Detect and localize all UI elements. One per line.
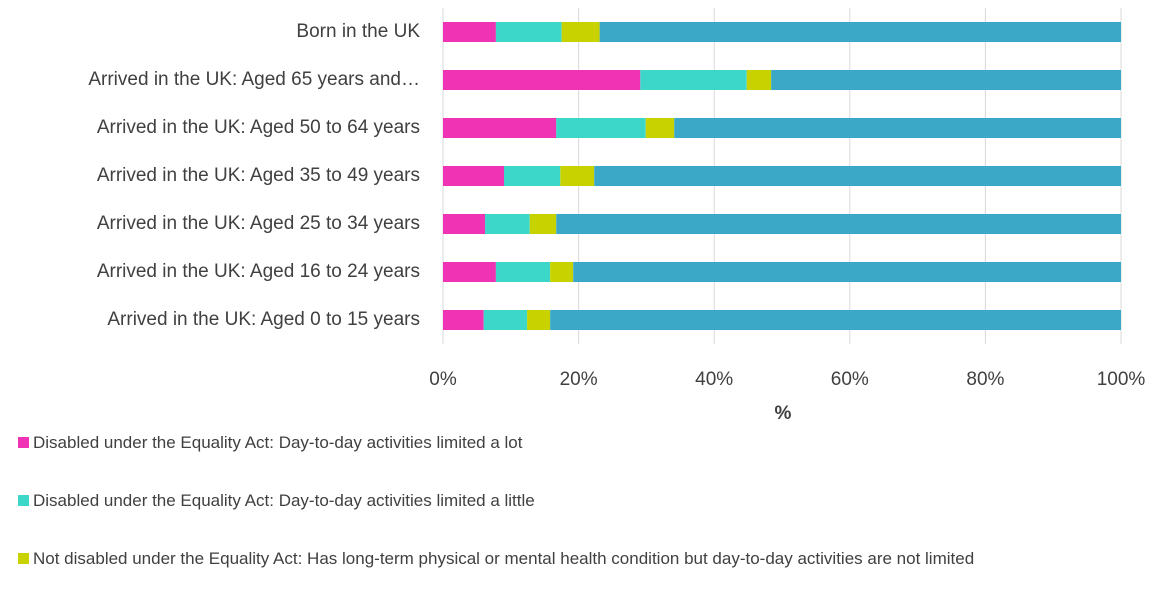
bar-segment [640,70,747,90]
legend-label: Disabled under the Equality Act: Day-to-… [33,491,535,510]
x-axis-title: % [775,403,792,424]
x-tick-label: 80% [966,369,1004,390]
bar-segment [771,70,1121,90]
x-tick-label: 100% [1097,369,1146,390]
bar-segment [443,22,496,42]
bar-segment [573,262,1121,282]
bar-segment [504,166,561,186]
bar-segment [443,166,505,186]
bar-segment [550,310,1121,330]
legend-label: Disabled under the Equality Act: Day-to-… [33,433,523,452]
bar-segment [483,310,528,330]
bar-segment [746,70,772,90]
legend-swatch [18,437,29,448]
legend-item: Disabled under the Equality Act: Day-to-… [18,490,1148,511]
y-tick-label: Arrived in the UK: Aged 0 to 15 years [107,309,420,330]
x-tick-label: 40% [695,369,733,390]
bar-segment [529,214,557,234]
y-tick-label: Arrived in the UK: Aged 25 to 34 years [97,213,420,234]
bar-segment [599,22,1121,42]
bar-segment [556,214,1121,234]
bar-segment [560,166,595,186]
x-tick-label: 60% [831,369,869,390]
bar-segment [527,310,551,330]
bar-segment [674,118,1121,138]
y-tick-label: Arrived in the UK: Aged 16 to 24 years [97,261,420,282]
y-tick-label: Born in the UK [296,21,420,42]
bar-segment [443,262,496,282]
bar-segment [443,310,484,330]
bar-segment [594,166,1121,186]
legend-item: Not disabled under the Equality Act: Has… [18,548,1148,569]
x-tick-label: 0% [429,369,457,390]
x-tick-label: 20% [560,369,598,390]
bar-segment [495,22,562,42]
y-tick-label: Arrived in the UK: Aged 65 years and… [88,69,420,90]
bar-segment [550,262,574,282]
bar-segment [645,118,675,138]
legend-item: Disabled under the Equality Act: Day-to-… [18,432,1148,453]
bar-segment [443,118,557,138]
legend-swatch [18,553,29,564]
legend-label: Not disabled under the Equality Act: Has… [33,549,975,568]
bar-segment [495,262,551,282]
bar-segment [443,70,641,90]
chart: % 0% 20% 40% 60% 80% 100% Born in the UK Arrive… [88,8,1146,424]
bar-segment [443,214,486,234]
bar-segment [556,118,646,138]
bar-segment [485,214,530,234]
y-tick-label: Arrived in the UK: Aged 35 to 49 years [97,165,420,186]
bar-segment [561,22,600,42]
legend-swatch [18,495,29,506]
y-tick-label: Arrived in the UK: Aged 50 to 64 years [97,117,420,138]
